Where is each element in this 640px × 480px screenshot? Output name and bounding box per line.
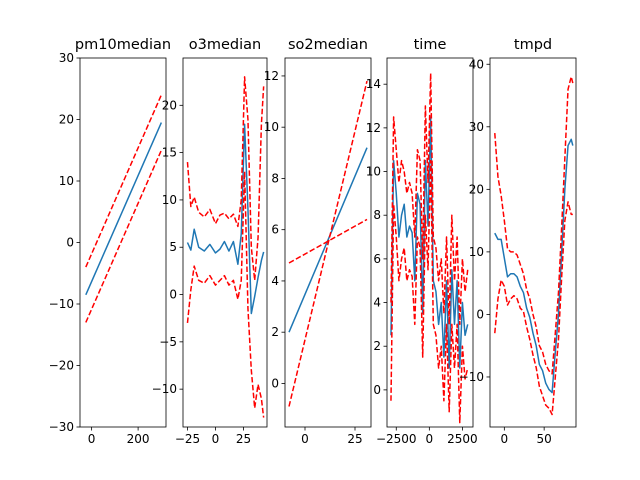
x-tick-label: 25 — [347, 432, 362, 446]
y-tick-label: 12 — [264, 69, 279, 83]
subplot-title: so2median — [288, 37, 368, 53]
series-line-fit — [390, 116, 469, 369]
y-tick-label: 20 — [469, 182, 484, 196]
subplot-title: pm10median — [75, 37, 171, 53]
y-tick-label: 0 — [271, 376, 279, 390]
series-line-fit — [85, 122, 163, 296]
y-tick-label: 10 — [366, 165, 381, 179]
y-tick-label: −20 — [49, 359, 74, 373]
subplot-2: 0 25 0 2 4 6 8 10 12 so2median — [264, 37, 372, 446]
series-line-upper — [288, 80, 368, 407]
y-tick-label: 10 — [162, 193, 177, 207]
y-tick-label: 20 — [59, 113, 74, 127]
y-tick-label: 0 — [169, 288, 177, 302]
series-line-fit — [288, 147, 368, 333]
series-line-fit — [186, 123, 265, 315]
y-tick-label: 6 — [373, 252, 381, 266]
subplot-1: −25 0 25 −10 −5 0 5 10 15 20 o3median — [152, 37, 268, 446]
y-tick-label: 2 — [373, 339, 381, 353]
x-tick-label: 0 — [88, 432, 96, 446]
axes-frame — [489, 57, 577, 428]
y-tick-label: 20 — [162, 98, 177, 112]
subplot-title: time — [414, 37, 447, 53]
y-tick-label: 30 — [469, 120, 484, 134]
subplot-3: −2500 0 2500 0 2 4 6 8 10 12 14 time — [366, 37, 478, 446]
y-tick-label: 5 — [169, 240, 177, 254]
series-line-fit — [494, 138, 574, 394]
x-tick-label: 25 — [236, 432, 251, 446]
y-tick-label: 4 — [373, 296, 381, 310]
x-tick-label: −25 — [175, 432, 200, 446]
y-tick-label: 15 — [162, 146, 177, 160]
series-line-upper — [494, 76, 574, 375]
y-tick-label: 2 — [271, 325, 279, 339]
x-tick-label: −2500 — [376, 432, 417, 446]
y-tick-label: −10 — [152, 382, 177, 396]
series-line-upper — [390, 72, 469, 326]
axes-frame — [386, 57, 474, 428]
y-tick-label: 10 — [264, 120, 279, 134]
y-tick-label: 12 — [366, 121, 381, 135]
series-line-upper — [186, 76, 265, 282]
x-tick-label: 2500 — [447, 432, 478, 446]
y-tick-label: 0 — [476, 307, 484, 321]
series-group — [288, 80, 368, 407]
y-tick-label: 30 — [59, 51, 74, 65]
x-tick-label: 50 — [537, 432, 552, 446]
axes-frame — [182, 57, 268, 428]
y-tick-label: 10 — [469, 245, 484, 259]
series-group — [186, 76, 265, 418]
x-tick-label: 200 — [127, 432, 150, 446]
y-tick-label: −30 — [49, 420, 74, 434]
series-line-lower — [288, 218, 368, 264]
x-tick-label: 0 — [426, 432, 434, 446]
subplot-title: tmpd — [514, 37, 552, 53]
y-tick-label: 40 — [469, 57, 484, 71]
y-tick-label: 10 — [59, 174, 74, 188]
subplot-title: o3median — [189, 37, 261, 53]
series-line-lower — [494, 201, 573, 416]
y-tick-label: 0 — [373, 383, 381, 397]
axes-frame — [284, 57, 372, 428]
series-line-lower — [186, 170, 265, 418]
y-tick-label: 8 — [271, 171, 279, 185]
series-group — [494, 76, 574, 416]
y-tick-label: 14 — [366, 77, 381, 91]
series-group — [390, 72, 469, 424]
y-tick-label: 4 — [271, 274, 279, 288]
x-tick-label: 0 — [212, 432, 220, 446]
y-tick-label: −10 — [49, 297, 74, 311]
subplot-4: 0 50 −10 0 10 20 30 40 tmpd — [459, 37, 577, 446]
y-tick-label: 6 — [271, 223, 279, 237]
x-tick-label: 0 — [501, 432, 509, 446]
series-group — [85, 94, 163, 323]
series-line-lower — [390, 159, 469, 424]
y-tick-label: 8 — [373, 208, 381, 222]
y-tick-label: 0 — [66, 236, 74, 250]
y-tick-label: −5 — [159, 335, 177, 349]
x-tick-label: 0 — [301, 432, 309, 446]
y-tick-label: −10 — [459, 370, 484, 384]
